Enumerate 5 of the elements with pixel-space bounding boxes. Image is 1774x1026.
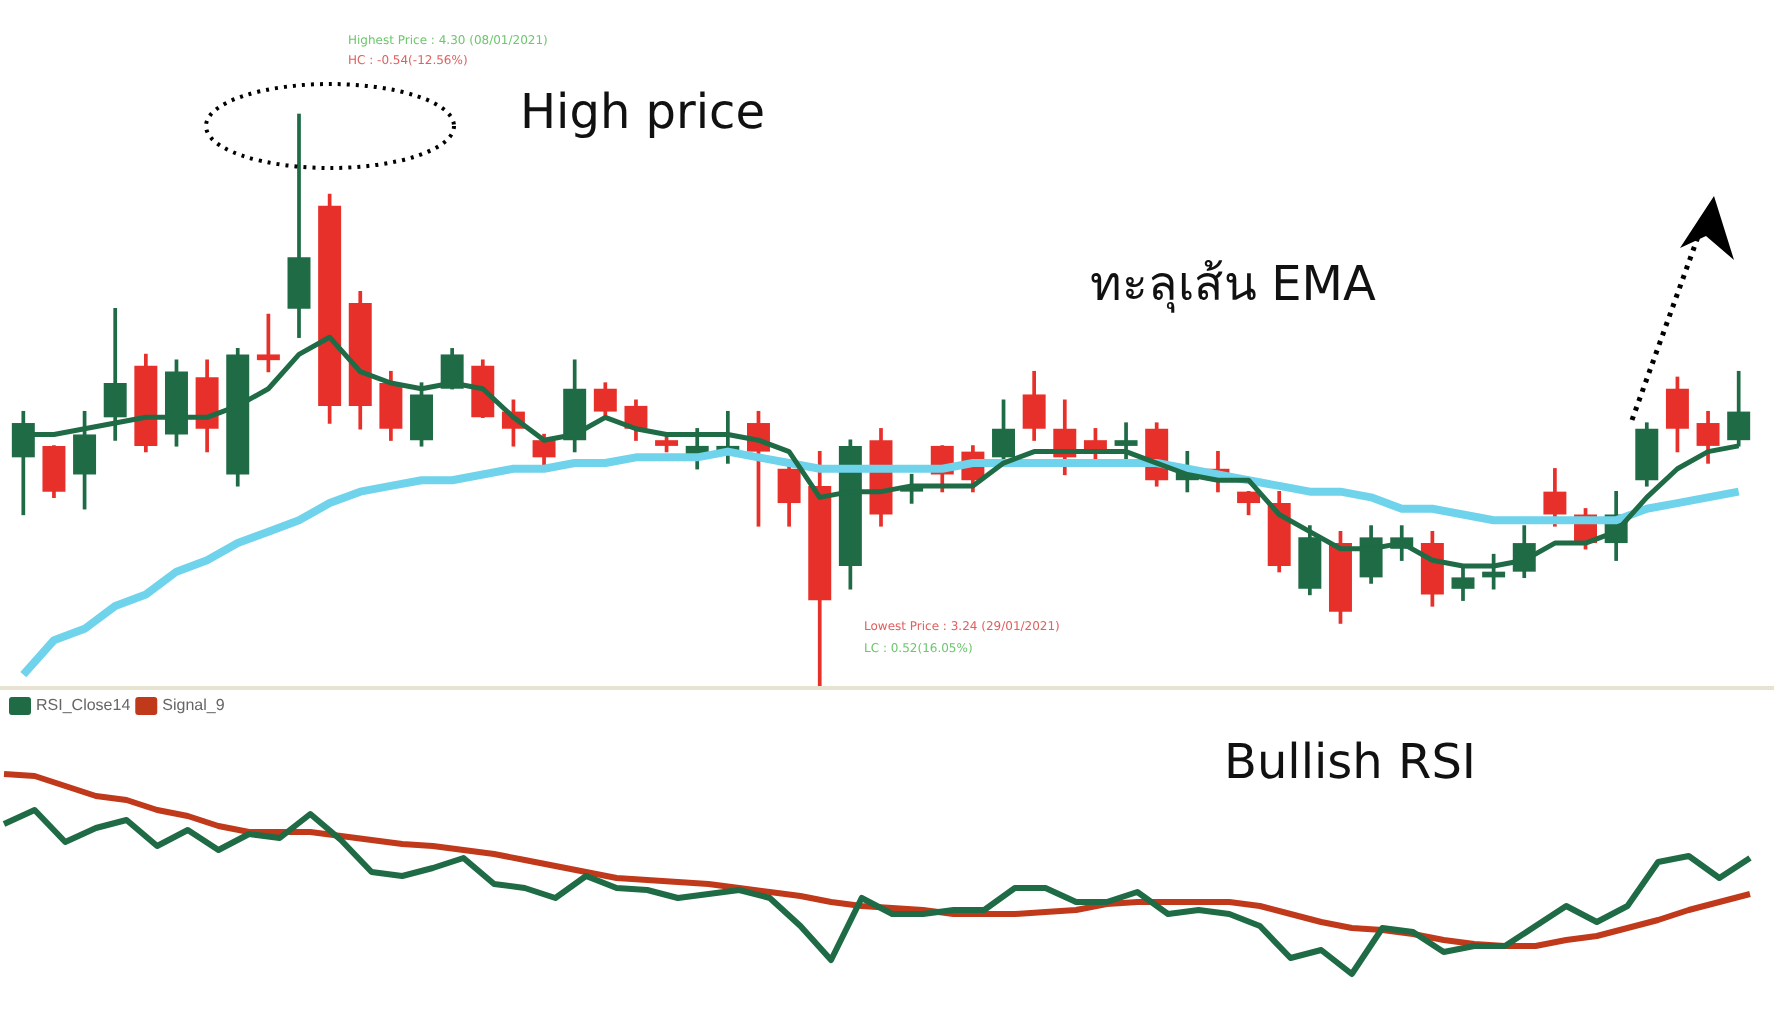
annotation: High price: [520, 84, 766, 140]
annotation: Bullish RSI: [1224, 734, 1477, 790]
legend-label: RSI_Close14: [36, 696, 132, 715]
legend-label: Signal_9: [162, 696, 226, 715]
annotation: ทะลุเส้น EMA: [1090, 254, 1376, 317]
